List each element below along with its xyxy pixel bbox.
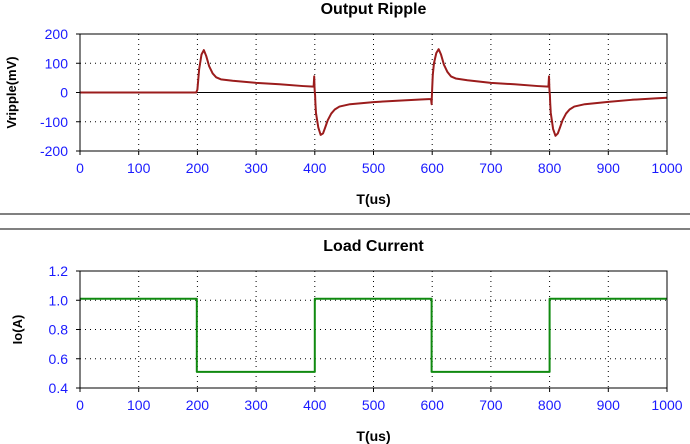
chart2-xtick-label-7: 700 <box>479 397 503 413</box>
chart2-xtick-label-3: 300 <box>244 397 268 413</box>
chart2-xtick-label-10: 1000 <box>651 397 682 413</box>
chart2-xtick-label-6: 600 <box>421 397 445 413</box>
chart1-ytick-label-2: 0 <box>60 85 68 101</box>
chart2-title: Load Current <box>323 238 424 255</box>
chart1-xtick-label-0: 0 <box>76 160 84 176</box>
chart2-y-axis-label: Io(A) <box>10 315 25 345</box>
chart1-xtick-label-5: 500 <box>362 160 386 176</box>
chart1-x-axis-label: T(us) <box>356 191 390 207</box>
chart2-xtick-label-2: 200 <box>186 397 210 413</box>
chart2-series-line-0 <box>80 297 667 373</box>
chart1-ytick-label-3: -100 <box>40 114 68 130</box>
chart2-ytick-label-4: 0.4 <box>49 380 69 396</box>
chart1-xtick-label-2: 200 <box>186 160 210 176</box>
chart2-xtick-label-5: 500 <box>362 397 386 413</box>
chart2-xtick-label-0: 0 <box>76 397 84 413</box>
chart1-xtick-label-10: 1000 <box>651 160 682 176</box>
chart1-xtick-label-4: 400 <box>303 160 327 176</box>
chart2-xtick-label-9: 900 <box>597 397 621 413</box>
chart2-ytick-label-2: 0.8 <box>49 322 69 338</box>
chart1-xtick-label-1: 100 <box>127 160 151 176</box>
chart1-y-axis-label: Vripple(mV) <box>4 56 19 128</box>
chart2-plot-frame <box>79 270 668 389</box>
chart1-xtick-label-9: 900 <box>597 160 621 176</box>
chart1-xtick-label-7: 700 <box>479 160 503 176</box>
chart1-xtick-label-8: 800 <box>538 160 562 176</box>
chart1-ytick-label-4: -200 <box>40 143 68 159</box>
chart2-ytick-label-0: 1.2 <box>49 263 69 279</box>
chart2-ytick-label-1: 1.0 <box>49 292 69 308</box>
chart2-xtick-label-8: 800 <box>538 397 562 413</box>
chart1-title: Output Ripple <box>321 1 427 18</box>
chart2-x-axis-label: T(us) <box>356 428 390 444</box>
chart2-xtick-label-4: 400 <box>303 397 327 413</box>
chart1-ytick-label-0: 200 <box>45 26 69 42</box>
chart1-xtick-label-3: 300 <box>244 160 268 176</box>
chart2-ytick-label-3: 0.6 <box>49 351 69 367</box>
chart1-ytick-label-1: 100 <box>45 55 69 71</box>
chart1-xtick-label-6: 600 <box>421 160 445 176</box>
chart2-xtick-label-1: 100 <box>127 397 151 413</box>
chart1-series-line-0 <box>80 48 668 137</box>
